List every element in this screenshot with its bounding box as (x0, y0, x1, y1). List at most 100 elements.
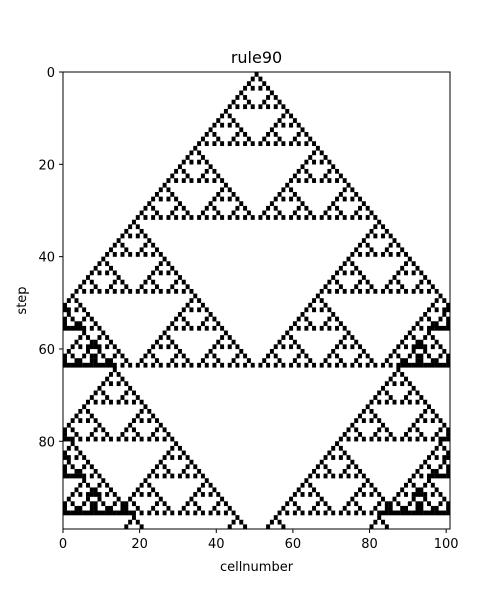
cell (143, 233, 148, 239)
cell (66, 362, 71, 368)
cell (85, 399, 90, 405)
cell (434, 510, 439, 516)
cell (323, 302, 328, 308)
cell (231, 339, 236, 345)
cell (338, 173, 343, 179)
cell (365, 252, 370, 257)
cell (135, 288, 140, 294)
cell (212, 178, 217, 183)
cell (419, 270, 424, 276)
cell (97, 348, 102, 354)
cell (177, 164, 182, 170)
cell (396, 362, 401, 368)
cell (327, 279, 332, 285)
cell (446, 321, 451, 327)
cell (327, 450, 332, 456)
cell (112, 367, 117, 373)
cell (296, 205, 301, 211)
cell (419, 316, 424, 322)
cell (331, 312, 336, 317)
cell (124, 247, 129, 253)
cell (158, 252, 163, 257)
cell (204, 353, 209, 359)
cell (365, 362, 370, 368)
cell (189, 307, 194, 313)
cell (312, 487, 317, 493)
cell (212, 316, 217, 322)
cell (128, 510, 133, 516)
cell (124, 436, 129, 442)
cell (427, 288, 431, 294)
cell (204, 307, 209, 313)
cell (327, 215, 332, 220)
cell (220, 187, 225, 193)
cell (277, 510, 282, 516)
cell (151, 242, 156, 248)
cell (223, 510, 228, 516)
cell (346, 330, 351, 336)
cell (419, 339, 424, 345)
cell (89, 510, 94, 516)
cell (319, 459, 324, 465)
cell (227, 524, 232, 530)
cell (262, 81, 267, 86)
cell (258, 76, 263, 82)
cell (308, 492, 313, 497)
cell (112, 353, 117, 359)
cell (388, 242, 393, 248)
cell (407, 427, 412, 433)
cell (404, 270, 408, 276)
cell (358, 242, 363, 248)
cell (243, 362, 248, 368)
cell (108, 372, 113, 377)
cell (427, 464, 431, 470)
cell (354, 192, 359, 197)
cell (135, 505, 140, 511)
cell (116, 399, 121, 405)
cell (143, 362, 148, 368)
cell (381, 519, 386, 525)
cell (304, 362, 309, 368)
cell (66, 325, 71, 331)
cell (131, 510, 136, 516)
cell (89, 288, 94, 294)
cell (193, 145, 198, 151)
cell (323, 358, 328, 363)
cell (174, 344, 179, 350)
cell (170, 510, 175, 516)
cell (243, 95, 248, 100)
cell (388, 279, 393, 285)
cell (231, 358, 236, 363)
cell (365, 242, 370, 248)
cell (273, 344, 278, 350)
cell (331, 201, 336, 207)
cell (300, 482, 305, 488)
cell (415, 501, 420, 507)
cell (430, 418, 435, 423)
cell (200, 358, 205, 363)
cell (108, 381, 113, 387)
cell (235, 141, 240, 147)
cell (335, 316, 340, 322)
cell (373, 224, 378, 230)
cell (358, 279, 363, 285)
cell (70, 492, 75, 497)
cell (193, 501, 198, 507)
cell (354, 358, 359, 363)
cell (189, 325, 194, 331)
cell (296, 325, 301, 331)
cell (63, 307, 67, 313)
cell (404, 261, 408, 267)
cell (411, 362, 416, 368)
cell (308, 321, 313, 327)
cell (128, 385, 133, 391)
cell (112, 270, 117, 276)
cell (361, 510, 366, 516)
cell (396, 367, 401, 373)
cell (388, 395, 393, 400)
cell (143, 288, 148, 294)
cell (338, 210, 343, 216)
cell (120, 501, 125, 507)
cell (97, 325, 102, 331)
cell (289, 344, 294, 350)
